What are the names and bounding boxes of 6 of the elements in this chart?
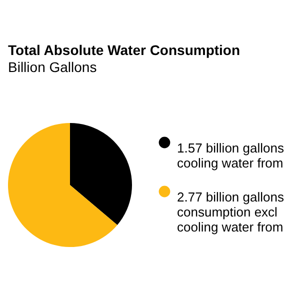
chart-title: Total Absolute Water Consumption	[8, 42, 240, 58]
pie-slice	[70, 123, 132, 226]
legend-label: 2.77 billion gallons consumption excl cooling water from	[177, 190, 284, 234]
pie-slice	[8, 123, 118, 247]
chart-subtitle: Billion Gallons	[8, 59, 97, 75]
legend-label: 1.57 billion gallons cooling water from	[177, 140, 284, 170]
